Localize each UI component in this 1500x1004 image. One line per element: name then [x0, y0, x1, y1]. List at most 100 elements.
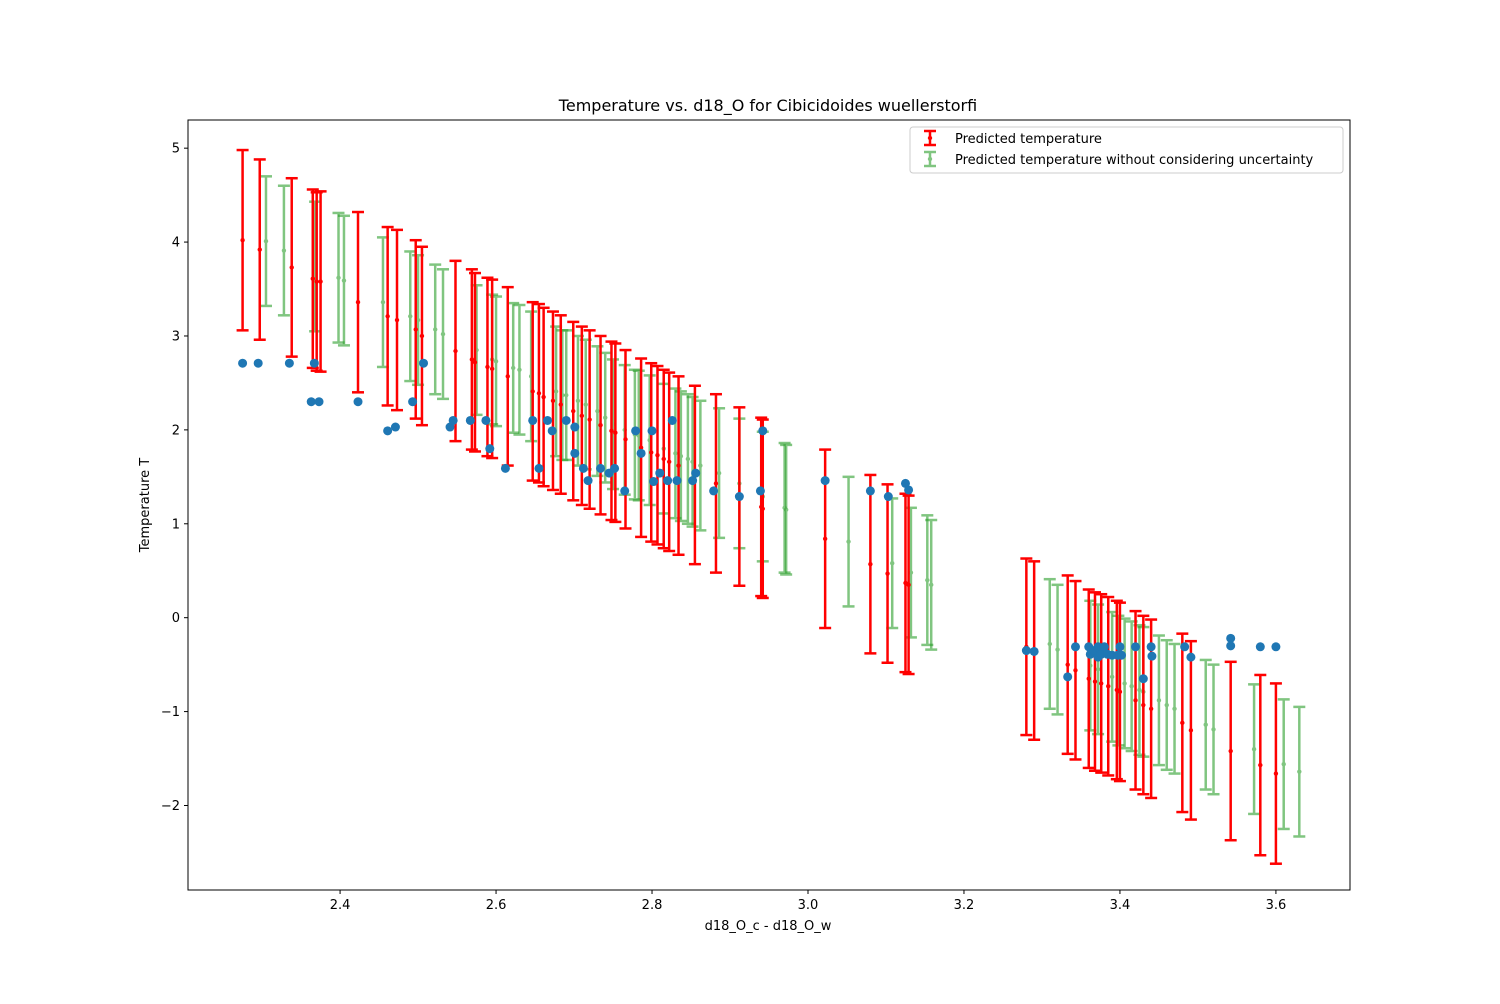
green-errorbar-56-marker	[1172, 706, 1177, 711]
red-errorbar-22	[567, 320, 580, 502]
observed-point-50	[1029, 646, 1039, 656]
red-errorbar-52-marker	[1106, 684, 1111, 689]
green-errorbar-1	[277, 184, 290, 317]
x-tick-label-1: 2.6	[486, 898, 507, 913]
observed-point-73	[1255, 642, 1265, 652]
x-tick-label-4: 3.2	[954, 898, 975, 913]
green-errorbar-13	[507, 301, 520, 434]
observed-point-16	[500, 463, 510, 473]
red-errorbar-51	[1095, 592, 1108, 774]
red-errorbar-9	[409, 238, 422, 420]
legend-box	[909, 126, 1344, 174]
green-errorbar-29-marker	[673, 451, 678, 456]
red-errorbar-14-marker	[485, 364, 490, 370]
chart-title: Temperature vs. d18_O for Cibicidoides w…	[558, 96, 977, 116]
red-errorbar-2	[285, 176, 298, 358]
red-errorbar-60-marker	[1228, 748, 1233, 754]
observed-point-37	[672, 476, 682, 486]
red-errorbar-42	[881, 483, 894, 665]
red-errorbar-48-marker	[1073, 668, 1078, 673]
green-errorbar-4-marker	[341, 278, 347, 283]
observed-point-33	[649, 477, 659, 487]
observed-point-71	[1226, 633, 1236, 643]
x-axis-label: d18_O_c - d18_O_w	[705, 919, 832, 934]
observed-point-59	[1099, 642, 1109, 652]
green-errorbar-51-marker	[1129, 684, 1134, 689]
red-errorbar-54-marker	[1117, 689, 1123, 695]
green-errorbar-8-marker	[433, 327, 438, 332]
observed-point-3	[306, 397, 316, 407]
observed-point-14	[481, 415, 491, 425]
red-errorbar-59	[1184, 639, 1197, 821]
green-errorbar-54-marker	[1156, 698, 1162, 703]
x-axis-ticks: 2.4 2.6 2.8 3.0 3.2 3.4 3.6	[330, 890, 1286, 913]
observed-point-24	[578, 463, 588, 473]
green-errorbar-50-marker	[1122, 681, 1127, 686]
red-errorbar-20	[546, 310, 559, 492]
red-errorbar-25	[594, 334, 607, 516]
y-tick-label-7: 5	[172, 142, 180, 157]
observed-point-43	[758, 426, 768, 436]
observed-point-17	[528, 415, 538, 425]
green-errorbar-57	[1199, 658, 1212, 791]
red-errorbar-55-marker	[1133, 698, 1138, 703]
red-errorbar-62-marker	[1273, 771, 1279, 776]
green-errorbar-19-marker	[575, 398, 581, 403]
observed-point-40	[709, 486, 719, 496]
red-errorbar-41	[864, 473, 877, 655]
green-errorbar-3	[332, 211, 345, 344]
red-errorbar-13-marker	[472, 360, 478, 365]
green-errorbar-38-marker	[783, 507, 789, 512]
observed-point-66	[1138, 674, 1148, 684]
legend-green-glyph	[924, 150, 936, 168]
legend-green-dot	[927, 156, 933, 162]
green-errorbar-18-marker	[564, 392, 569, 398]
red-errorbar-11	[449, 259, 462, 443]
observed-point-42	[755, 486, 765, 496]
red-errorbar-12-marker	[469, 357, 475, 362]
observed-point-4	[314, 397, 324, 407]
observed-point-65	[1131, 642, 1141, 652]
green-errorbar-6-marker	[408, 314, 413, 319]
x-tick-label-2: 2.8	[642, 898, 663, 913]
observed-point-7	[383, 426, 393, 436]
y-tick-label-4: 2	[172, 423, 180, 438]
red-errorbar-60	[1224, 660, 1237, 842]
green-errorbar-6	[404, 250, 417, 383]
y-tick-label-6: 4	[172, 236, 180, 251]
green-errorbar-0	[259, 175, 272, 308]
red-errorbar-19	[537, 306, 550, 488]
observed-point-25	[583, 476, 593, 486]
observed-point-72	[1226, 641, 1236, 651]
observed-point-51	[1063, 672, 1073, 682]
observed-point-52	[1070, 642, 1080, 652]
observed-point-68	[1147, 651, 1157, 661]
red-errorbar-34-marker	[676, 463, 681, 468]
observed-point-29	[620, 486, 630, 496]
y-tick-label-0: −2	[161, 799, 180, 814]
red-errorbar-33-marker	[666, 459, 672, 465]
red-errorbar-56-marker	[1141, 702, 1146, 708]
observed-point-58	[1096, 649, 1106, 659]
red-errorbar-58	[1176, 632, 1189, 814]
green-errorbar-45-marker	[1055, 647, 1060, 652]
red-errorbar-54	[1113, 601, 1126, 783]
red-errorbar-1-marker	[257, 247, 262, 252]
green-errorbar-18	[560, 329, 573, 462]
red-errorbar-39-marker	[760, 506, 765, 511]
red-errorbar-50	[1088, 591, 1101, 772]
red-errorbar-7-marker	[385, 314, 390, 319]
red-errorbar-4-marker	[314, 279, 319, 284]
red-errorbar-3-marker	[310, 276, 315, 281]
red-errorbar-29	[635, 357, 648, 539]
red-errorbar-22-marker	[571, 408, 576, 414]
red-errorbar-42-marker	[885, 571, 890, 576]
observed-point-28	[610, 463, 620, 473]
green-errorbar-14	[513, 303, 526, 436]
red-errorbar-32	[657, 368, 670, 550]
green-errorbar-55	[1160, 638, 1173, 772]
red-errorbar-40-marker	[822, 536, 828, 542]
observed-point-34	[655, 468, 665, 478]
observed-point-15	[485, 444, 495, 454]
green-errorbar-38	[780, 443, 793, 576]
